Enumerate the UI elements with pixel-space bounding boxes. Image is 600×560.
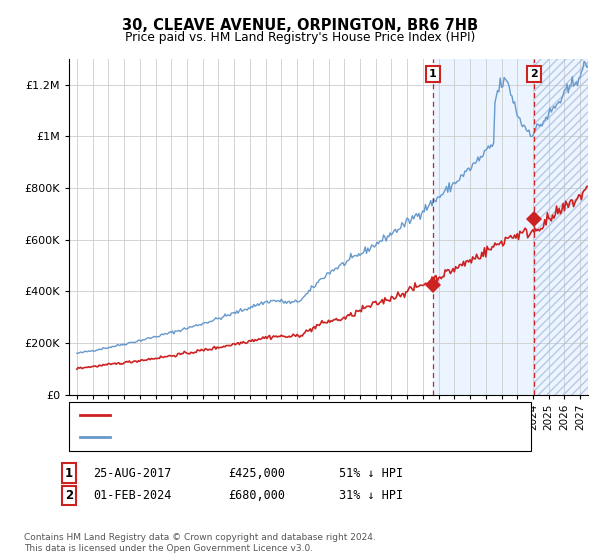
Text: 1: 1 [65, 466, 73, 480]
Text: £425,000: £425,000 [228, 466, 285, 480]
Text: 2: 2 [65, 489, 73, 502]
Text: 30, CLEAVE AVENUE, ORPINGTON, BR6 7HB (detached house): 30, CLEAVE AVENUE, ORPINGTON, BR6 7HB (d… [117, 410, 455, 421]
Bar [433, 59, 534, 395]
Text: 30, CLEAVE AVENUE, ORPINGTON, BR6 7HB: 30, CLEAVE AVENUE, ORPINGTON, BR6 7HB [122, 18, 478, 32]
Text: Contains HM Land Registry data © Crown copyright and database right 2024.
This d: Contains HM Land Registry data © Crown c… [24, 533, 376, 553]
Text: 51% ↓ HPI: 51% ↓ HPI [339, 466, 403, 480]
Text: HPI: Average price, detached house, Bromley: HPI: Average price, detached house, Brom… [117, 432, 365, 442]
Bar [534, 59, 588, 395]
Text: £680,000: £680,000 [228, 489, 285, 502]
Text: 01-FEB-2024: 01-FEB-2024 [93, 489, 172, 502]
Text: Price paid vs. HM Land Registry's House Price Index (HPI): Price paid vs. HM Land Registry's House … [125, 31, 475, 44]
Text: 25-AUG-2017: 25-AUG-2017 [93, 466, 172, 480]
Text: 2: 2 [530, 69, 538, 79]
Text: 1: 1 [429, 69, 437, 79]
Bar [534, 59, 588, 395]
Text: 31% ↓ HPI: 31% ↓ HPI [339, 489, 403, 502]
